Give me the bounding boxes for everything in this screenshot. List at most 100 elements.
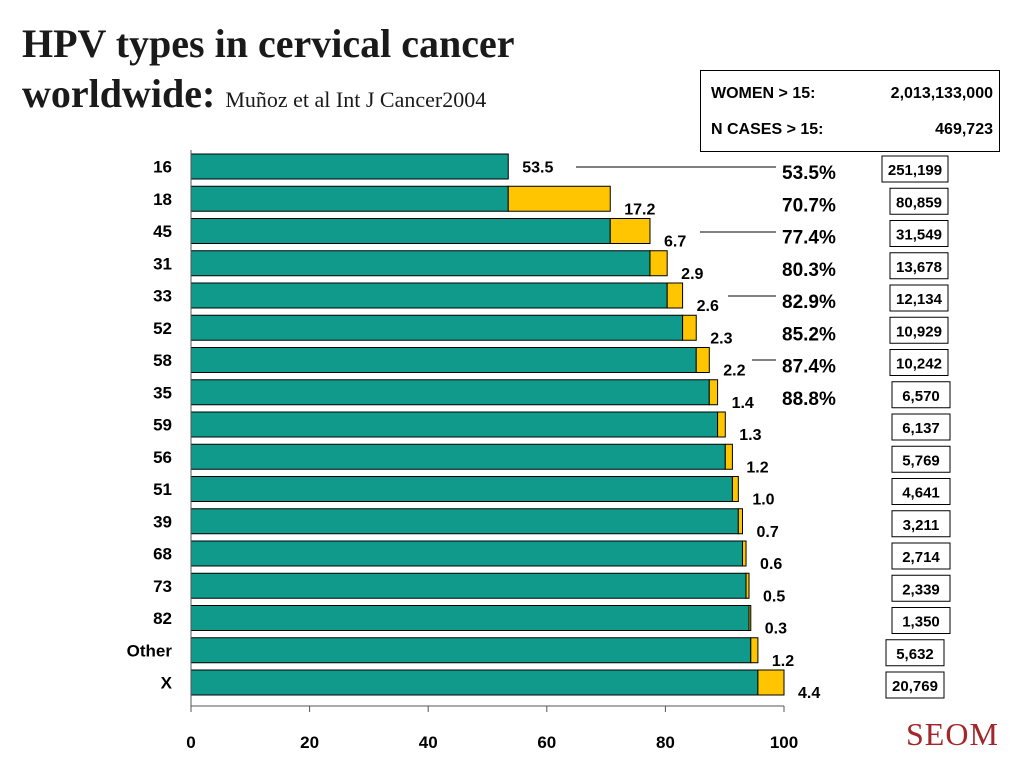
bar-base-segment [190,443,726,470]
category-label: 51 [153,480,172,499]
bar-base-segment [190,379,710,406]
category-label: 18 [153,190,172,209]
x-tick-label: 80 [656,733,675,752]
category-label: 59 [153,416,172,435]
bar-base-segment [190,411,719,438]
category-label: 56 [153,448,172,467]
bar-increment-segment [757,669,785,696]
bar-increment-segment [190,153,509,180]
bar-increment-segment [717,411,726,438]
case-count: 5,632 [896,646,934,663]
bar-increment-segment [649,250,668,277]
bar-increment-segment [750,637,759,664]
slide-title-line2: worldwide: Muñoz et al Int J Cancer2004 [22,72,486,122]
bar-increment-segment [695,347,710,373]
case-count: 10,929 [896,323,942,340]
cumulative-percent: 87.4% [782,357,836,378]
bar-increment-segment [708,379,719,406]
cases-label: N CASES > 15: [711,121,824,138]
case-count-box [891,510,951,538]
cumulative-percent: 88.8% [782,389,836,410]
bar-base-segment [190,508,739,535]
case-count-box [889,187,949,215]
value-label: 1.2 [746,459,768,476]
value-label: 1.0 [752,492,774,509]
bar-base-segment [190,347,697,373]
value-label: 1.2 [772,653,794,670]
case-count-box [891,381,951,409]
category-label: Other [127,641,173,660]
bar-increment-segment [745,572,750,599]
cumulative-percent: 70.7% [782,195,836,216]
category-label: 52 [153,319,172,338]
case-count-box [891,542,951,570]
bar-increment-segment [724,443,733,470]
bar-increment-segment [507,185,611,212]
bar-increment-segment [609,218,651,244]
case-count: 2,714 [902,549,940,566]
category-label: 33 [153,287,172,306]
bar-increment-segment [748,605,752,631]
case-count: 12,134 [896,291,943,308]
cases-row: N CASES > 15: 469,723 [711,121,993,139]
case-count: 31,549 [896,227,942,244]
case-count: 80,859 [896,194,942,211]
category-label: 45 [153,222,172,241]
value-label: 1.3 [739,427,761,444]
category-label: 35 [153,383,172,402]
case-count-box [885,639,945,667]
value-label: 2.2 [723,363,745,380]
women-row: WOMEN > 15: 2,013,133,000 [711,85,993,103]
x-tick-label: 40 [419,733,438,752]
bar-base-segment [190,669,759,696]
bar-base-segment [190,314,684,341]
value-label: 2.6 [697,298,719,315]
category-label: 16 [153,158,172,177]
value-label: 4.4 [798,685,820,702]
category-label: 82 [153,609,172,628]
case-count-box [885,671,945,699]
bar-base-segment [190,637,752,664]
bar-base-segment [190,605,750,631]
case-count: 10,242 [896,356,942,373]
x-tick-label: 20 [300,733,319,752]
value-label: 2.3 [710,330,732,347]
case-count-box [889,349,949,376]
value-label: 6.7 [664,234,686,251]
category-label: X [161,674,173,693]
category-label: 73 [153,577,172,596]
slide-title: HPV types in cervical cancer [22,21,515,66]
citation: Muñoz et al Int J Cancer2004 [225,87,487,112]
case-count-box [889,252,949,280]
bar-base-segment [190,282,668,309]
seom-logo: SEOM [906,716,999,752]
bar-base-segment [190,540,743,567]
case-count: 4,641 [902,485,940,502]
value-label: 0.3 [765,621,787,638]
cumulative-percent: 53.5% [782,163,836,184]
case-count: 6,570 [902,388,940,405]
case-count-box [891,478,951,505]
bar-increment-segment [731,476,739,502]
case-count: 251,199 [888,162,942,179]
category-label: 68 [153,545,172,564]
case-count-box [891,413,951,441]
slide-title-second-part: worldwide: [22,71,216,116]
value-label: 0.5 [763,588,785,605]
bar-increment-segment [682,314,697,341]
case-count-box [881,155,949,183]
bar-base-segment [190,185,509,212]
x-tick-label: 100 [770,733,798,752]
x-tick-label: 0 [186,733,195,752]
bar-base-segment [190,572,747,599]
case-count-box [891,574,951,602]
case-count-box [891,445,951,473]
value-label: 17.2 [624,201,655,218]
case-count: 20,769 [892,678,938,695]
x-tick-label: 60 [537,733,556,752]
women-label: WOMEN > 15: [711,85,816,102]
case-count: 2,339 [902,581,940,598]
value-label: 1.4 [732,395,754,412]
cases-value: 469,723 [935,121,993,138]
